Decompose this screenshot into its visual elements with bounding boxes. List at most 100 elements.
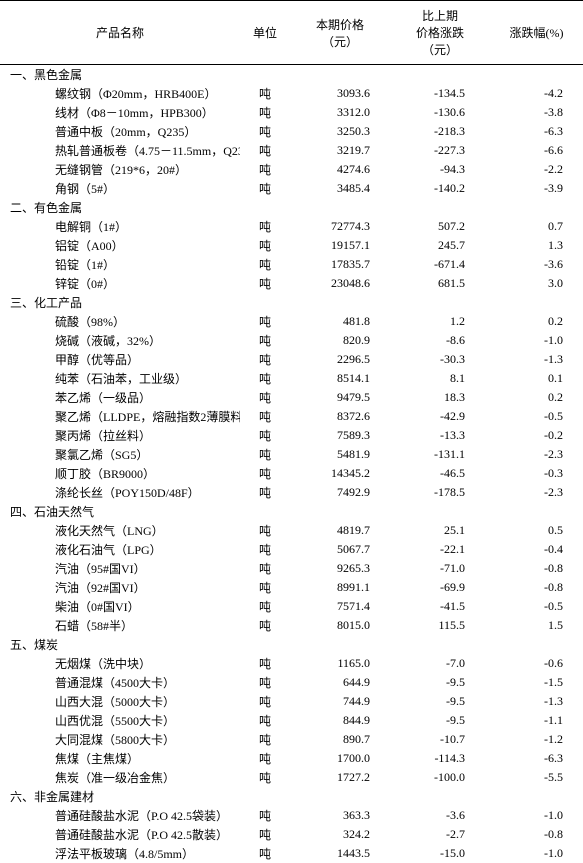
- table-row: 山西优混（5500大卡）吨844.9-9.5-1.1: [0, 711, 583, 730]
- product-name: 聚氯乙烯（SG5）: [0, 445, 240, 464]
- price-cell: 14345.2: [290, 464, 390, 483]
- price-cell: 8514.1: [290, 369, 390, 388]
- unit-cell: 吨: [240, 844, 290, 863]
- unit-cell: 吨: [240, 578, 290, 597]
- product-name: 普通混煤（4500大卡）: [0, 673, 240, 692]
- pct-cell: -6.3: [490, 122, 583, 141]
- price-cell: 19157.1: [290, 236, 390, 255]
- unit-cell: 吨: [240, 559, 290, 578]
- price-cell: 8372.6: [290, 407, 390, 426]
- unit-cell: 吨: [240, 445, 290, 464]
- product-name: 铅锭（1#）: [0, 255, 240, 274]
- change-cell: -100.0: [390, 768, 490, 787]
- unit-cell: 吨: [240, 255, 290, 274]
- change-cell: -94.3: [390, 160, 490, 179]
- pct-cell: -0.8: [490, 825, 583, 844]
- pct-cell: -3.8: [490, 103, 583, 122]
- price-cell: 3312.0: [290, 103, 390, 122]
- product-name: 苯乙烯（一级品）: [0, 388, 240, 407]
- table-row: 硫酸（98%）吨481.81.20.2: [0, 312, 583, 331]
- pct-cell: -0.3: [490, 464, 583, 483]
- table-row: 烧碱（液碱，32%）吨820.9-8.6-1.0: [0, 331, 583, 350]
- table-row: 无烟煤（洗中块）吨1165.0-7.0-0.6: [0, 654, 583, 673]
- section-title: 四、石油天然气: [0, 502, 583, 521]
- change-cell: 507.2: [390, 217, 490, 236]
- table-row: 大同混煤（5800大卡）吨890.7-10.7-1.2: [0, 730, 583, 749]
- price-cell: 9479.5: [290, 388, 390, 407]
- price-cell: 1443.5: [290, 844, 390, 863]
- col-header-change: 比上期 价格涨跌 （元）: [390, 1, 490, 65]
- unit-cell: 吨: [240, 160, 290, 179]
- unit-cell: 吨: [240, 749, 290, 768]
- pct-cell: 0.2: [490, 388, 583, 407]
- pct-cell: -1.3: [490, 350, 583, 369]
- unit-cell: 吨: [240, 806, 290, 825]
- change-cell: -671.4: [390, 255, 490, 274]
- col-header-price: 本期价格 （元）: [290, 1, 390, 65]
- change-cell: -7.0: [390, 654, 490, 673]
- price-cell: 363.3: [290, 806, 390, 825]
- product-name: 锌锭（0#）: [0, 274, 240, 293]
- change-cell: -15.0: [390, 844, 490, 863]
- product-name: 汽油（92#国VI）: [0, 578, 240, 597]
- pct-cell: -0.8: [490, 559, 583, 578]
- change-cell: -178.5: [390, 483, 490, 502]
- unit-cell: 吨: [240, 464, 290, 483]
- pct-cell: -3.6: [490, 255, 583, 274]
- section-title: 六、非金属建材: [0, 787, 583, 806]
- table-row: 普通混煤（4500大卡）吨644.9-9.5-1.5: [0, 673, 583, 692]
- table-row: 热轧普通板卷（4.75－11.5mm，Q235）吨3219.7-227.3-6.…: [0, 141, 583, 160]
- unit-cell: 吨: [240, 388, 290, 407]
- product-name: 普通硅酸盐水泥（P.O 42.5散装）: [0, 825, 240, 844]
- table-row: 铝锭（A00）吨19157.1245.71.3: [0, 236, 583, 255]
- table-row: 线材（Φ8－10mm，HPB300）吨3312.0-130.6-3.8: [0, 103, 583, 122]
- unit-cell: 吨: [240, 597, 290, 616]
- unit-cell: 吨: [240, 825, 290, 844]
- pct-cell: 0.2: [490, 312, 583, 331]
- table-row: 浮法平板玻璃（4.8/5mm）吨1443.5-15.0-1.0: [0, 844, 583, 863]
- table-row: 普通硅酸盐水泥（P.O 42.5袋装）吨363.3-3.6-1.0: [0, 806, 583, 825]
- product-name: 电解铜（1#）: [0, 217, 240, 236]
- price-cell: 23048.6: [290, 274, 390, 293]
- unit-cell: 吨: [240, 217, 290, 236]
- change-cell: -218.3: [390, 122, 490, 141]
- unit-cell: 吨: [240, 274, 290, 293]
- product-name: 山西大混（5000大卡）: [0, 692, 240, 711]
- section-title-row: 三、化工产品: [0, 293, 583, 312]
- product-name: 涤纶长丝（POY150D/48F）: [0, 483, 240, 502]
- change-cell: 8.1: [390, 369, 490, 388]
- table-row: 电解铜（1#）吨72774.3507.20.7: [0, 217, 583, 236]
- change-cell: -9.5: [390, 692, 490, 711]
- table-row: 液化天然气（LNG）吨4819.725.10.5: [0, 521, 583, 540]
- pct-cell: 0.1: [490, 369, 583, 388]
- table-row: 焦煤（主焦煤）吨1700.0-114.3-6.3: [0, 749, 583, 768]
- product-name: 无烟煤（洗中块）: [0, 654, 240, 673]
- pct-cell: -0.6: [490, 654, 583, 673]
- price-cell: 890.7: [290, 730, 390, 749]
- change-cell: -114.3: [390, 749, 490, 768]
- col-header-name: 产品名称: [0, 1, 240, 65]
- pct-cell: 1.5: [490, 616, 583, 635]
- pct-cell: -2.3: [490, 445, 583, 464]
- col-header-unit: 单位: [240, 1, 290, 65]
- pct-cell: -1.0: [490, 331, 583, 350]
- pct-cell: -1.0: [490, 844, 583, 863]
- change-cell: -13.3: [390, 426, 490, 445]
- pct-cell: 0.5: [490, 521, 583, 540]
- section-title-row: 五、煤炭: [0, 635, 583, 654]
- price-cell: 844.9: [290, 711, 390, 730]
- table-row: 纯苯（石油苯，工业级）吨8514.18.10.1: [0, 369, 583, 388]
- unit-cell: 吨: [240, 692, 290, 711]
- product-name: 聚丙烯（拉丝料）: [0, 426, 240, 445]
- product-name: 聚乙烯（LLDPE，熔融指数2薄膜料）: [0, 407, 240, 426]
- table-row: 锌锭（0#）吨23048.6681.53.0: [0, 274, 583, 293]
- product-name: 焦煤（主焦煤）: [0, 749, 240, 768]
- product-name: 山西优混（5500大卡）: [0, 711, 240, 730]
- price-cell: 5067.7: [290, 540, 390, 559]
- pct-cell: 1.3: [490, 236, 583, 255]
- product-name: 甲醇（优等品）: [0, 350, 240, 369]
- price-cell: 8015.0: [290, 616, 390, 635]
- pct-cell: -0.5: [490, 597, 583, 616]
- section-title-row: 二、有色金属: [0, 198, 583, 217]
- table-row: 普通硅酸盐水泥（P.O 42.5散装）吨324.2-2.7-0.8: [0, 825, 583, 844]
